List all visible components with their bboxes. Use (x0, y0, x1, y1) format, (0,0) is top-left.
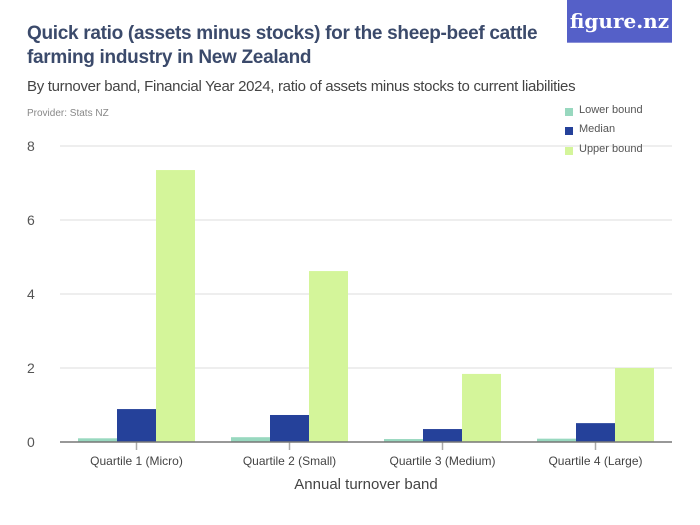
provider: Provider: Stats NZ (27, 108, 109, 119)
legend-item: Median (565, 120, 643, 140)
y-tick-label: 4 (27, 286, 35, 302)
legend-label: Upper bound (579, 142, 643, 155)
x-tick-label: Quartile 2 (Small) (243, 454, 336, 468)
legend-label: Lower bound (579, 103, 643, 116)
bar-lower-bound[interactable] (78, 438, 117, 442)
legend-swatch (565, 107, 573, 116)
bar-median[interactable] (270, 414, 309, 442)
bar-upper-bound[interactable] (462, 373, 501, 442)
x-tick-label: Quartile 3 (Medium) (389, 454, 495, 468)
chart-subtitle: By turnover band, Financial Year 2024, r… (27, 78, 576, 95)
x-axis-label: Annual turnover band (294, 476, 437, 493)
y-tick-label: 0 (27, 434, 35, 450)
legend-swatch (565, 127, 573, 136)
y-tick-label: 8 (27, 138, 35, 154)
figure-nz-logo[interactable]: figure.nz (567, 0, 672, 43)
x-tick-label: Quartile 1 (Micro) (90, 454, 183, 468)
y-tick-label: 6 (27, 212, 35, 228)
bar-lower-bound[interactable] (231, 437, 270, 442)
bar-upper-bound[interactable] (615, 368, 654, 442)
bar-lower-bound[interactable] (537, 438, 576, 442)
bar-upper-bound[interactable] (156, 170, 195, 443)
bar-lower-bound[interactable] (384, 439, 423, 442)
x-tick-label: Quartile 4 (Large) (548, 454, 642, 468)
bar-median[interactable] (423, 429, 462, 442)
legend-item: Lower bound (565, 100, 643, 120)
y-tick-label: 2 (27, 360, 35, 376)
bar-median[interactable] (576, 423, 615, 442)
legend-label: Median (579, 123, 616, 136)
bar-median[interactable] (117, 409, 156, 442)
legend: Lower bound Median Upper bound (565, 100, 643, 159)
legend-item: Upper bound (565, 139, 643, 159)
bar-upper-bound[interactable] (309, 271, 348, 442)
chart-title: Quick ratio (assets minus stocks) for th… (27, 23, 538, 68)
legend-swatch (565, 146, 573, 155)
